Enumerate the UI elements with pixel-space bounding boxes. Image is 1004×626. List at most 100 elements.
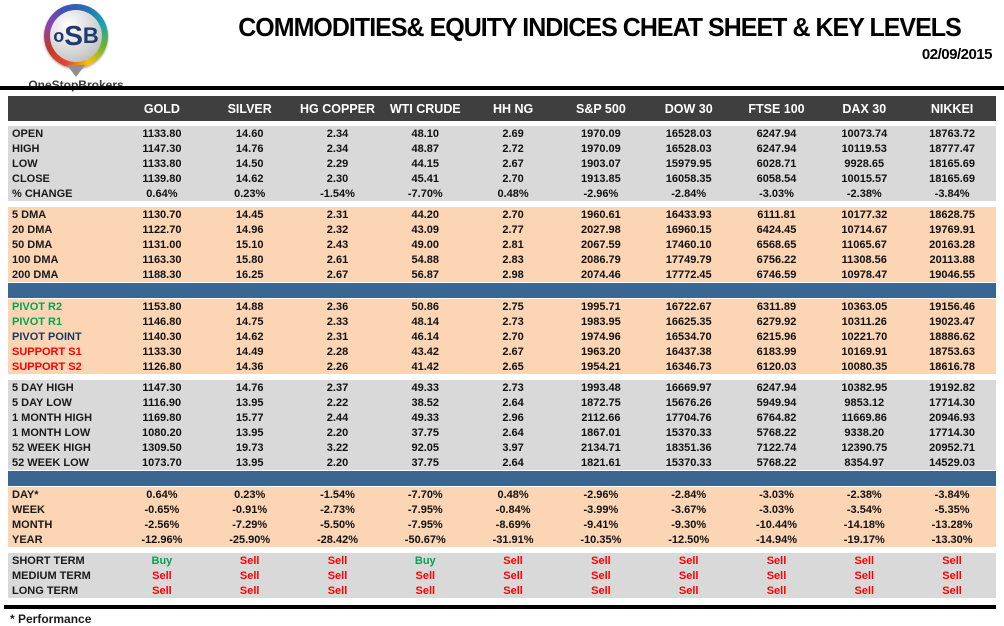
cell-value: 16.25 [235, 268, 264, 281]
cell-value: 18616.78 [929, 360, 976, 373]
cell-value: 6746.59 [756, 268, 797, 281]
cell-value: 0.64% [146, 488, 178, 501]
row-label: MONTH [12, 518, 53, 531]
table-row: 1 MONTH LOW 1080.20 13.95 2.20 37.75 2.64 1867… [8, 425, 996, 440]
cell-value: 2.67 [502, 157, 524, 170]
cell-value: 49.33 [411, 411, 440, 424]
cell-value: -2.73% [320, 503, 355, 516]
cell-value: Sell [503, 584, 523, 597]
cell-value: 48.87 [411, 142, 440, 155]
cell-value: 17772.45 [665, 268, 712, 281]
table-row: LONG TERM Sell Sell Sell Sell Sell Sell Sell Sel… [8, 583, 996, 598]
cell-value: 10363.05 [841, 300, 888, 313]
cell-value: 17714.30 [929, 426, 976, 439]
cell-value: 1821.61 [581, 456, 621, 469]
cell-value: 2.20 [326, 456, 349, 469]
logo-letter: S [64, 20, 83, 51]
cell-value: 6279.92 [756, 315, 797, 328]
cell-value: 9338.20 [844, 426, 885, 439]
cell-value: 2.30 [326, 172, 349, 185]
cell-value: 14.76 [235, 381, 264, 394]
cell-value: -9.30% [671, 518, 707, 531]
cell-value: 2.67 [502, 345, 524, 358]
row-label: PIVOT R1 [12, 315, 63, 328]
cell-value: -0.65% [144, 503, 180, 516]
cell-value: 2.33 [326, 315, 349, 328]
performance-footnote: * Performance [10, 612, 92, 626]
cell-value: Sell [678, 584, 699, 597]
cell-value: 2.75 [502, 300, 524, 313]
cell-value: Sell [415, 584, 436, 597]
row-label: YEAR [12, 533, 43, 546]
cell-value: 10073.74 [841, 127, 888, 140]
cell-value: -1.54% [320, 187, 355, 200]
cell-value: 17704.76 [665, 411, 712, 424]
cell-value: Sell [152, 569, 172, 582]
table-row: YEAR -12.96% -25.90% -28.42% -50.67% -31.91% -… [8, 532, 996, 547]
row-label: 5 DAY LOW [12, 396, 72, 409]
cell-value: 16433.93 [665, 208, 712, 221]
cell-value: 18165.69 [929, 157, 976, 170]
column-header: S&P 500 [575, 101, 626, 116]
cell-value: 16669.97 [665, 381, 712, 394]
cell-value: 10311.26 [841, 315, 887, 328]
cell-value: 20952.71 [929, 441, 976, 454]
cell-value: -2.84% [671, 187, 707, 200]
cell-value: 19769.91 [929, 223, 976, 236]
cell-value: Sell [327, 584, 348, 597]
cell-value: 18763.72 [929, 127, 976, 140]
cell-value: 6183.99 [756, 345, 797, 358]
cell-value: 1970.09 [581, 127, 621, 140]
cell-value: 6028.71 [756, 157, 797, 170]
cell-value: 20113.88 [929, 253, 975, 266]
cell-value: 6247.94 [756, 381, 797, 394]
footer-divider-rule [4, 605, 996, 609]
cell-value: 16528.03 [665, 142, 712, 155]
table-row: PIVOT R1 1146.80 14.75 2.33 48.14 2.73 1983.95… [8, 314, 996, 329]
cell-value: 1993.48 [581, 381, 621, 394]
cell-value: 38.52 [411, 396, 440, 409]
cell-value: 2.70 [502, 208, 524, 221]
row-label: PIVOT POINT [12, 330, 82, 343]
cell-value: 2.70 [502, 330, 524, 343]
cell-value: 1983.95 [581, 315, 621, 328]
cell-value: 1188.30 [142, 268, 182, 281]
section-gap [8, 201, 996, 207]
cell-value: 2.73 [502, 381, 524, 394]
row-label: 52 WEEK HIGH [12, 441, 91, 454]
cell-value: -12.96% [141, 533, 183, 546]
cell-value: 1954.21 [581, 360, 621, 373]
cell-value: 1153.80 [142, 300, 182, 313]
cell-value: 17460.10 [665, 238, 712, 251]
cell-value: 1903.07 [581, 157, 621, 170]
cell-value: -7.70% [407, 488, 443, 501]
table-row: 200 DMA 1188.30 16.25 2.67 56.87 2.98 2074.46 1… [8, 267, 996, 282]
data-table: GOLD SILVER HG COPPER WTI CRUDE HH NG S&P 500… [8, 96, 996, 598]
cell-value: 1122.70 [142, 223, 182, 236]
table-row: MEDIUM TERM Sell Sell Sell Sell Sell Sell Sell S… [8, 568, 996, 583]
cell-value: 19046.55 [929, 268, 976, 281]
table-row: SHORT TERM Buy Sell Sell Buy Sell Sell Sell Sell… [8, 553, 996, 568]
table-row: 20 DMA 1122.70 14.96 2.32 43.09 2.77 2027.98 16… [8, 222, 996, 237]
column-header: WTI CRUDE [389, 101, 461, 116]
cell-value: 16058.35 [665, 172, 712, 185]
cell-value: 54.88 [411, 253, 440, 266]
cell-value: -7.95% [407, 503, 443, 516]
cell-value: 16437.38 [665, 345, 712, 358]
cell-value: 1913.85 [581, 172, 621, 185]
cell-value: -1.54% [320, 488, 355, 501]
cell-value: 2.81 [502, 238, 524, 251]
cell-value: 2067.59 [581, 238, 621, 251]
cell-value: -2.96% [583, 488, 619, 501]
cell-value: 2.65 [502, 360, 524, 373]
cell-value: 10978.47 [841, 268, 888, 281]
table-row: OPEN 1133.80 14.60 2.34 48.10 2.69 1970.09 1652… [8, 126, 996, 141]
cell-value: 16625.35 [665, 315, 712, 328]
cell-value: 1116.90 [142, 396, 182, 409]
cell-value: 1133.80 [142, 127, 182, 140]
row-label: 1 MONTH HIGH [12, 411, 93, 424]
cell-value: Sell [766, 569, 787, 582]
row-label: HIGH [12, 142, 40, 155]
cell-value: 1133.30 [142, 345, 182, 358]
